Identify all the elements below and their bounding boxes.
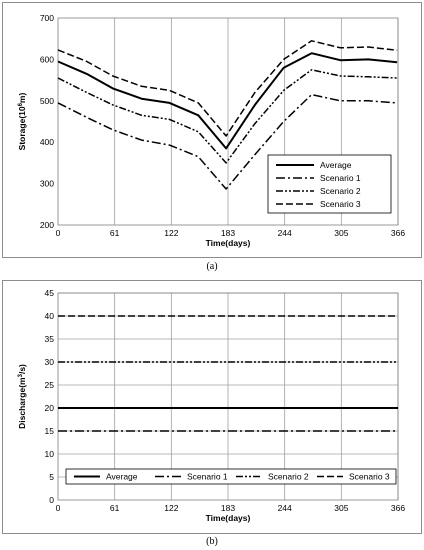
- x-tick-label: 0: [56, 228, 61, 238]
- y-tick-label: 400: [40, 137, 54, 147]
- y-tick-label: 500: [40, 96, 54, 106]
- x-tick-label: 244: [278, 503, 292, 513]
- legend-label-scenario-2: Scenario 2: [320, 186, 361, 196]
- legend-label-scenario-3: Scenario 3: [320, 199, 361, 209]
- x-tick-label: 122: [164, 503, 178, 513]
- plot-area-border: [57, 292, 399, 501]
- x-tick-label: 305: [334, 228, 348, 238]
- x-tick-label: 244: [278, 228, 292, 238]
- plot-area-border: [57, 17, 399, 226]
- y-tick-label: 20: [45, 403, 55, 413]
- x-tick-label: 183: [221, 228, 235, 238]
- x-tick-label: 366: [391, 503, 405, 513]
- x-axis-title: Time(days): [206, 238, 251, 248]
- storage-chart: 0 61 122 183 244 305 366 200 300 400 500 600 700 Time…: [17, 13, 405, 248]
- y-axis-title: Storage(106m): [17, 92, 27, 150]
- legend-label-scenario-1: Scenario 1: [320, 173, 361, 183]
- y-tick-label: 300: [40, 179, 54, 189]
- chart-b-frame: 0 61 122 183 244 305 366 0 5 10 15 20 25 30 35 40 45 Time…: [2, 280, 422, 534]
- discharge-chart: 0 61 122 183 244 305 366 0 5 10 15 20 25 30 35 40 45 Time…: [17, 288, 405, 523]
- series-line-scenario-3: [57, 40, 398, 137]
- x-tick-label: 183: [221, 503, 235, 513]
- y-tick-label: 30: [45, 357, 55, 367]
- x-tick-label: 122: [164, 228, 178, 238]
- x-axis-title: Time(days): [206, 513, 251, 523]
- y-tick-label: 45: [45, 288, 55, 298]
- series-line-average: [57, 52, 398, 150]
- legend-box: [65, 468, 397, 485]
- y-tick-label: 15: [45, 426, 55, 436]
- chart-a-caption: (a): [206, 261, 218, 272]
- series-line-scenario-1: [57, 93, 398, 190]
- legend-label-scenario-3: Scenario 3: [349, 472, 390, 482]
- y-tick-label: 35: [45, 334, 55, 344]
- series-line-scenario-2: [57, 69, 398, 164]
- y-tick-label: 600: [40, 54, 54, 64]
- legend-label-average: Average: [106, 472, 138, 482]
- x-tick-label: 0: [56, 503, 61, 513]
- x-tick-label: 61: [110, 503, 120, 513]
- legend-label-scenario-1: Scenario 1: [187, 472, 228, 482]
- legend-label-scenario-2: Scenario 2: [268, 472, 309, 482]
- chart-a-frame: 0 61 122 183 244 305 366 200 300 400 500 600 700 Time…: [2, 2, 422, 258]
- x-tick-label: 61: [110, 228, 120, 238]
- y-tick-label: 40: [45, 311, 55, 321]
- y-tick-label: 10: [45, 449, 55, 459]
- y-tick-label: 200: [40, 220, 54, 230]
- y-tick-label: 25: [45, 380, 55, 390]
- x-tick-label: 366: [391, 228, 405, 238]
- legend-label-average: Average: [320, 160, 352, 170]
- y-tick-label: 700: [40, 13, 54, 23]
- chart-b-caption: (b): [206, 536, 218, 547]
- y-tick-label: 0: [49, 495, 54, 505]
- y-tick-label: 5: [49, 472, 54, 482]
- y-axis-title: Discharge(m3/s): [17, 364, 27, 429]
- x-tick-label: 305: [334, 503, 348, 513]
